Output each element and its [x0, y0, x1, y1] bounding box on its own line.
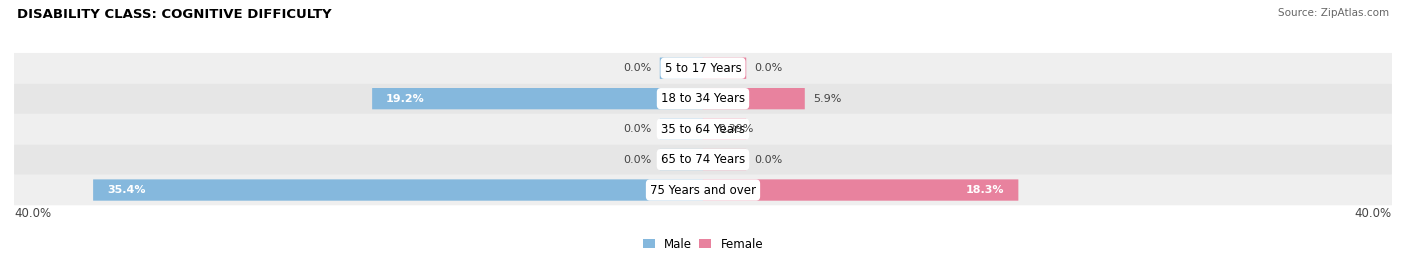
FancyBboxPatch shape [14, 83, 1392, 114]
FancyBboxPatch shape [93, 179, 703, 201]
Text: 65 to 74 Years: 65 to 74 Years [661, 153, 745, 166]
FancyBboxPatch shape [14, 53, 1392, 83]
Text: 0.0%: 0.0% [623, 124, 651, 134]
FancyBboxPatch shape [703, 88, 804, 109]
Text: 0.0%: 0.0% [623, 155, 651, 165]
FancyBboxPatch shape [659, 149, 703, 170]
Text: 40.0%: 40.0% [1355, 207, 1392, 220]
Text: 5 to 17 Years: 5 to 17 Years [665, 62, 741, 75]
FancyBboxPatch shape [373, 88, 703, 109]
Text: 18 to 34 Years: 18 to 34 Years [661, 92, 745, 105]
Text: 19.2%: 19.2% [387, 94, 425, 104]
Legend: Male, Female: Male, Female [638, 233, 768, 256]
Text: 0.0%: 0.0% [623, 63, 651, 73]
FancyBboxPatch shape [659, 118, 703, 140]
Text: 35 to 64 Years: 35 to 64 Years [661, 123, 745, 136]
Text: 18.3%: 18.3% [966, 185, 1004, 195]
Text: Source: ZipAtlas.com: Source: ZipAtlas.com [1278, 8, 1389, 18]
FancyBboxPatch shape [14, 175, 1392, 205]
FancyBboxPatch shape [703, 179, 1018, 201]
FancyBboxPatch shape [703, 118, 747, 140]
FancyBboxPatch shape [14, 114, 1392, 144]
Text: 0.0%: 0.0% [755, 155, 783, 165]
Text: 75 Years and over: 75 Years and over [650, 183, 756, 197]
FancyBboxPatch shape [703, 149, 747, 170]
Text: 5.9%: 5.9% [813, 94, 842, 104]
Text: DISABILITY CLASS: COGNITIVE DIFFICULTY: DISABILITY CLASS: COGNITIVE DIFFICULTY [17, 8, 332, 21]
Text: 40.0%: 40.0% [14, 207, 51, 220]
Text: 0.0%: 0.0% [755, 63, 783, 73]
Text: 0.39%: 0.39% [718, 124, 754, 134]
FancyBboxPatch shape [703, 58, 747, 79]
Text: 35.4%: 35.4% [107, 185, 146, 195]
FancyBboxPatch shape [14, 144, 1392, 175]
FancyBboxPatch shape [659, 58, 703, 79]
